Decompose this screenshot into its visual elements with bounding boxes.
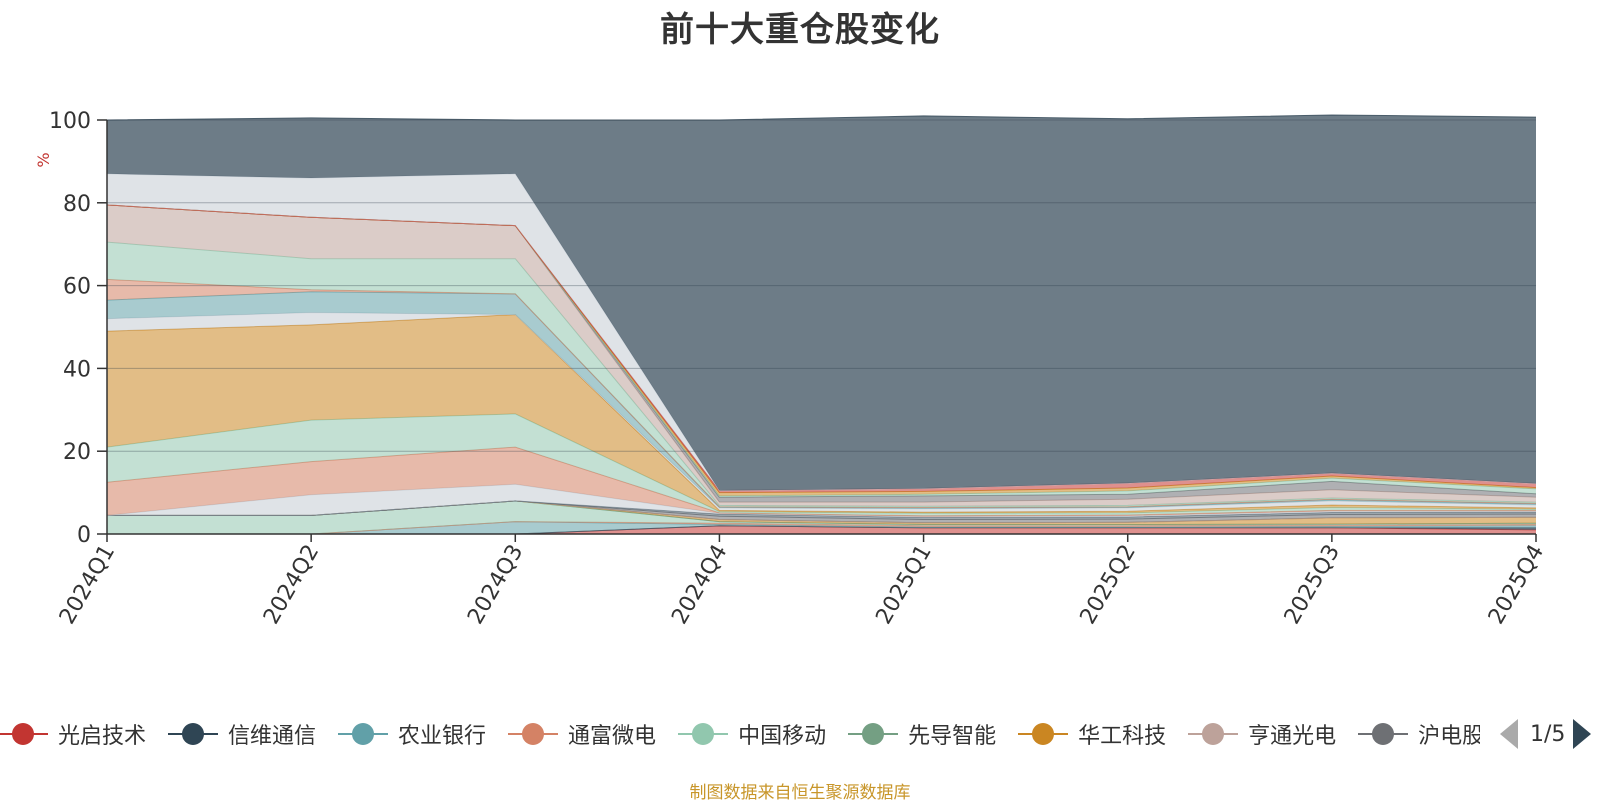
legend-marker-icon [508,722,559,746]
area-series-17 [107,242,1536,508]
legend-pager: 1/5 [1500,712,1592,756]
legend-marker-icon [168,722,219,746]
legend-label: 光启技术 [58,724,147,749]
legend-item[interactable]: 沪电股份 [1358,712,1480,756]
x-tick-label: 2024Q4 [667,541,732,629]
chart-title: 前十大重仓股变化 [660,10,940,50]
legend-item[interactable]: 光启技术 [0,712,146,756]
x-tick-label: 2024Q3 [463,541,528,629]
legend-item[interactable]: 中国移动 [678,712,826,756]
y-tick-label: 0 [77,523,91,548]
area-series-18 [107,204,1536,507]
y-tick-label: 40 [63,357,91,382]
y-tick-label: 60 [63,275,91,300]
legend-marker-icon [1188,722,1239,746]
legend-item[interactable]: 农业银行 [338,712,486,756]
area-series-11 [107,447,1536,517]
legend: 光启技术 信维通信 农业银行 通富微电 中国移动 先导智能 华工科技 亨通光电 沪电股份 1/5 [0,712,1600,756]
area-series-10 [107,484,1536,518]
y-tick-label: 20 [63,440,91,465]
legend-marker-icon [848,722,899,746]
area-series-0 [107,525,1536,534]
pager-text: 1/5 [1530,721,1566,747]
area-series-2 [107,521,1536,534]
area-series-24 [107,115,1536,491]
legend-marker-icon [1018,722,1069,746]
area-series-23 [107,173,1536,491]
legend-label: 先导智能 [908,724,997,749]
legend-label: 农业银行 [398,724,487,749]
legend-label: 华工科技 [1078,724,1167,749]
source-note: 制图数据来自恒生聚源数据库 [689,783,911,803]
legend-marker-icon [0,722,48,746]
area-series-4 [107,500,1536,534]
x-tick-label: 2024Q2 [259,541,324,629]
series-line-24 [106,114,1537,121]
area-series-6 [107,500,1536,525]
legend-marker-icon [678,722,729,746]
x-tick-label: 2025Q3 [1280,541,1345,629]
legend-item[interactable]: 华工科技 [1018,712,1166,756]
y-axis-label: % [34,152,53,167]
legend-label: 亨通光电 [1248,724,1337,749]
x-tick-label: 2025Q2 [1076,541,1141,629]
legend-items: 光启技术 信维通信 农业银行 通富微电 中国移动 先导智能 华工科技 亨通光电 沪电股份 [0,712,1480,756]
y-tick-label: 100 [49,109,91,134]
area-series-12 [107,413,1536,516]
legend-label: 信维通信 [228,724,317,749]
x-tick-label: 2024Q1 [55,541,120,629]
legend-marker-icon [1358,722,1409,746]
legend-label: 中国移动 [738,724,827,749]
legend-label: 沪电股份 [1418,724,1480,749]
chart-area: 0 20 40 60 80 100% 2024Q1 2024Q2 2024Q3 2024Q4 202… [34,109,1549,629]
legend-item[interactable]: 通富微电 [508,712,656,756]
y-tick-label: 80 [63,192,91,217]
legend-item[interactable]: 信维通信 [168,712,316,756]
legend-item[interactable]: 亨通光电 [1188,712,1336,756]
x-tick-label: 2025Q1 [871,541,936,629]
area-series-13 [107,314,1536,514]
x-tick-label: 2025Q4 [1484,541,1549,629]
legend-item[interactable]: 先导智能 [848,712,996,756]
area-series-8 [107,500,1536,523]
area-series-15 [107,291,1536,509]
legend-label: 通富微电 [568,724,657,749]
pager-prev-icon[interactable] [1500,719,1518,749]
pager-next-icon[interactable] [1573,719,1592,749]
legend-marker-icon [338,722,389,746]
